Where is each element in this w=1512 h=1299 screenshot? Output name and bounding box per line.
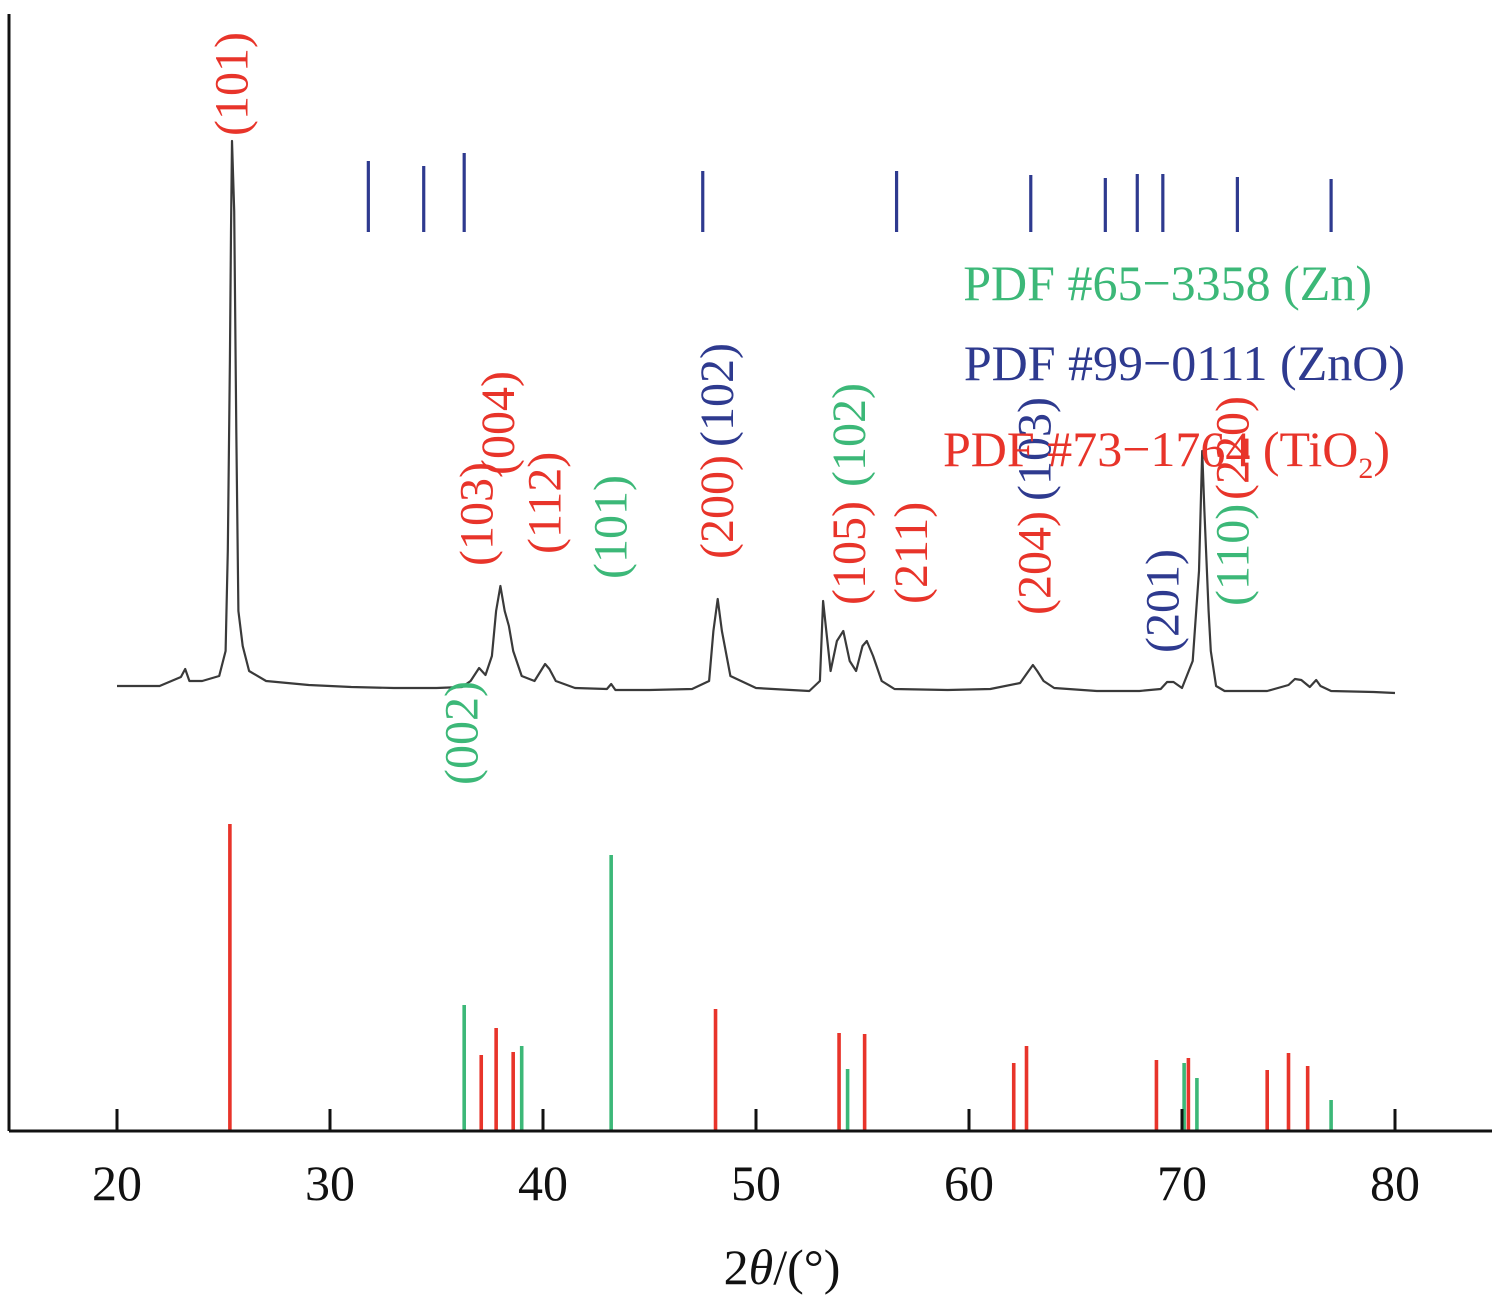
pattern-layer — [117, 139, 1396, 695]
x-tick-label: 70 — [1157, 1155, 1207, 1211]
axes: 20 30 40 50 60 70 80 — [7, 14, 1492, 1211]
peak-label-zn: (102) — [823, 383, 876, 487]
peak-labels: (101)(103)(004)(112) (101)(002)(200)(102)… — [206, 32, 1260, 785]
legend-entry-zno: PDF #99−0111 (ZnO) — [964, 335, 1405, 391]
x-tick-label: 50 — [731, 1155, 781, 1211]
peak-label-tio2: (204) — [1009, 511, 1062, 615]
peak-label-tio2: (112) — [519, 452, 572, 554]
xrd-pattern-line — [117, 139, 1396, 695]
peak-label-zn: (110) — [1207, 504, 1260, 606]
peak-label-tio2: (211) — [885, 502, 938, 604]
peak-label-tio2: (105) — [823, 501, 876, 605]
reference-sticks — [228, 153, 1333, 1131]
peak-label-zn: (002) — [436, 681, 489, 785]
peak-label-zn: (101) — [585, 475, 638, 579]
x-tick-label: 80 — [1370, 1155, 1420, 1211]
x-axis-label: 2θ/(°) — [724, 1239, 841, 1295]
peak-label-tio2: (101) — [206, 32, 259, 136]
legend-entry-tio2: PDF #73−1764 (TiO2) — [943, 421, 1390, 485]
peak-label-zno: (102) — [691, 343, 744, 447]
peak-label-tio2: (200) — [691, 455, 744, 559]
x-tick-label: 30 — [305, 1155, 355, 1211]
peak-label-zno: (201) — [1136, 549, 1189, 653]
peak-label-tio2: (004) — [472, 371, 525, 475]
peak-label-tio2: (103) — [450, 462, 503, 566]
x-tick-label: 40 — [518, 1155, 568, 1211]
x-tick-label: 20 — [92, 1155, 142, 1211]
legend-entry-zn: PDF #65−3358 (Zn) — [963, 255, 1372, 311]
x-tick-label: 60 — [944, 1155, 994, 1211]
peak-label-tio2: (220) — [1207, 396, 1260, 500]
peak-label-zno: (103) — [1009, 397, 1062, 501]
